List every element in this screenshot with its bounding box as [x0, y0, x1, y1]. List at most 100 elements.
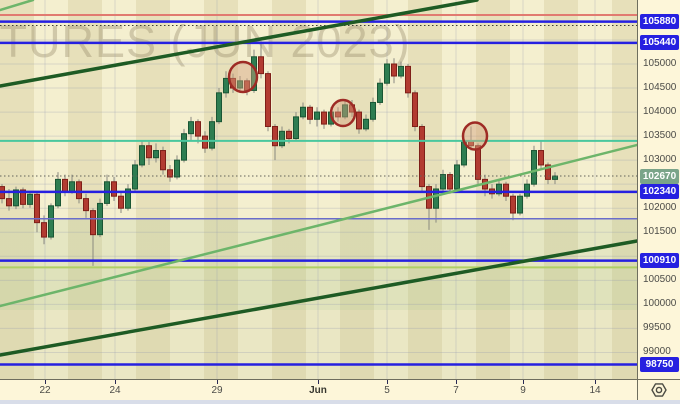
price-tick-label: 105000: [643, 57, 677, 69]
candle-down: [272, 125, 278, 147]
candle-down: [195, 121, 201, 137]
candle-down: [391, 63, 397, 77]
candle-down: [412, 92, 418, 127]
time-tick-label: 7: [453, 385, 459, 396]
ellipse-annotation[interactable]: [461, 121, 489, 151]
candle-down: [202, 135, 208, 149]
time-tick-label: 14: [589, 385, 601, 396]
time-tick-label: 5: [384, 385, 390, 396]
candle-up: [188, 121, 194, 135]
candle-up: [69, 181, 75, 192]
candle-up: [216, 92, 222, 123]
candle-down: [118, 195, 124, 209]
time-tickmark: [523, 380, 524, 384]
candle-up: [181, 133, 187, 161]
candle-down: [307, 106, 313, 120]
candle-down: [90, 210, 96, 236]
candle-down: [34, 193, 40, 224]
candle-up: [48, 205, 54, 238]
candle-down: [160, 150, 166, 171]
light-green-rising[interactable]: [0, 143, 637, 308]
candle-up: [174, 159, 180, 178]
price-tick-label: 100500: [643, 274, 677, 286]
time-tickmark: [595, 380, 596, 384]
candle-down: [6, 198, 12, 207]
candle-up: [377, 82, 383, 103]
candle-down: [503, 183, 509, 197]
candle-up: [300, 106, 306, 118]
ellipse-annotation[interactable]: [227, 60, 259, 94]
candle-up: [13, 189, 19, 207]
dark-green-upper-channel[interactable]: [0, 0, 479, 88]
candle-down: [475, 145, 481, 180]
price-tick-label: 103000: [643, 154, 677, 166]
candle-down: [167, 169, 173, 178]
time-tick-label: 29: [211, 385, 223, 396]
price-tick-label: 102000: [643, 202, 677, 214]
candle-down: [83, 198, 89, 212]
ellipse-annotation[interactable]: [329, 98, 357, 128]
candle-up: [125, 188, 131, 209]
time-tickmark: [387, 380, 388, 384]
time-tickmark: [115, 380, 116, 384]
candle-up: [531, 150, 537, 185]
candle-up: [440, 174, 446, 190]
candle-down: [111, 181, 117, 197]
price-tick-label: 104000: [643, 106, 677, 118]
candlestick-chart[interactable]: UTURES (JUN 2023): [0, 0, 637, 379]
price-level-badge: 102340: [640, 184, 679, 200]
candle-down: [356, 111, 362, 130]
time-tickmark: [45, 380, 46, 384]
plot-svg: [0, 0, 637, 379]
candle-up: [370, 101, 376, 120]
candle-down: [447, 174, 453, 190]
time-tick-label: 24: [109, 385, 121, 396]
candle-up: [223, 77, 229, 94]
dark-green-lower-channel[interactable]: [0, 239, 637, 357]
candle-up: [153, 150, 159, 159]
candle-down: [258, 56, 264, 75]
candle-up: [454, 164, 460, 190]
candle-down: [321, 111, 327, 125]
candle-down: [286, 130, 292, 140]
price-tick-label: 99500: [643, 322, 671, 334]
candle-up: [342, 104, 348, 118]
candle-up: [384, 63, 390, 84]
candle-up: [314, 111, 320, 120]
candle-up: [132, 164, 138, 190]
candle-down: [538, 150, 544, 166]
candle-down: [41, 222, 47, 238]
candle-down: [265, 73, 271, 127]
candle-down: [545, 164, 551, 180]
candle-up: [279, 130, 285, 147]
time-tickmark: [456, 380, 457, 384]
price-tick-label: 100000: [643, 298, 677, 310]
candle-up: [237, 80, 243, 89]
candle-up: [398, 65, 404, 77]
candle-up: [517, 195, 523, 214]
candle-down: [405, 65, 411, 94]
axis-settings-button[interactable]: [637, 379, 680, 400]
candle-up: [139, 145, 145, 166]
time-tick-label: Jun: [309, 385, 327, 396]
candle-down: [419, 125, 425, 188]
price-tick-label: 101500: [643, 226, 677, 238]
price-level-badge: 105880: [640, 14, 679, 30]
time-axis[interactable]: 22 24 29 Jun 5 7 9 14: [0, 379, 680, 400]
light-green-top-left[interactable]: [0, 0, 35, 12]
price-axis[interactable]: 105000 104500 104000 103500 103000 102000 1015…: [637, 0, 680, 379]
price-level-badge: 100910: [640, 253, 679, 269]
time-tick-label: 9: [520, 385, 526, 396]
candle-up: [209, 121, 215, 149]
candle-down: [146, 145, 152, 159]
time-tickmark: [217, 380, 218, 384]
candle-down: [62, 178, 68, 192]
time-tick-label: 22: [39, 385, 51, 396]
time-tickmark: [318, 380, 319, 384]
candle-up: [524, 183, 530, 197]
candle-up: [433, 188, 439, 209]
candle-down: [76, 181, 82, 200]
gear-icon: [651, 383, 667, 397]
candle-down: [510, 195, 516, 214]
price-tick-label: 103500: [643, 130, 677, 142]
